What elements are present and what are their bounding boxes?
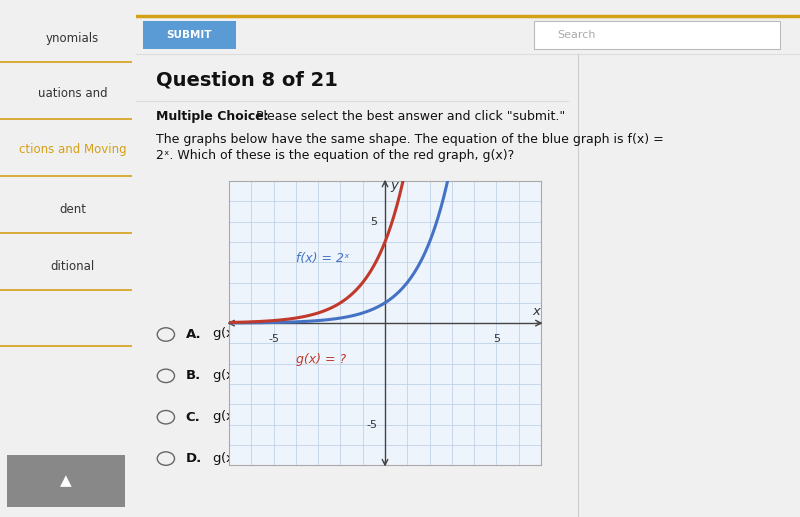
Bar	[6, 455, 126, 507]
Text: y: y	[390, 178, 398, 191]
Text: g(x) = ?: g(x) = ?	[296, 353, 346, 366]
Text: The graphs below have the same shape. The equation of the blue graph is f(x) =: The graphs below have the same shape. Th…	[156, 133, 664, 146]
Text: ▲: ▲	[60, 473, 72, 489]
Text: ynomials: ynomials	[46, 32, 99, 45]
Text: g(x) = 2$^x$ + 2: g(x) = 2$^x$ + 2	[212, 368, 302, 384]
Text: ctions and Moving: ctions and Moving	[18, 143, 126, 157]
Text: g(x) = 2$^{x + 2}$: g(x) = 2$^{x + 2}$	[212, 407, 291, 427]
Text: f(x) = 2ˣ: f(x) = 2ˣ	[296, 252, 350, 265]
Text: Multiple Choice:: Multiple Choice:	[156, 110, 269, 123]
Bar	[534, 21, 780, 49]
Text: Please select the best answer and click "submit.": Please select the best answer and click …	[252, 110, 566, 123]
Text: x: x	[533, 306, 541, 318]
Text: Search: Search	[558, 30, 596, 40]
Text: ditional: ditional	[50, 260, 94, 273]
Text: B.: B.	[186, 369, 201, 383]
Text: 2ˣ. Which of these is the equation of the red graph, g(x)?: 2ˣ. Which of these is the equation of th…	[156, 148, 514, 162]
Text: 5: 5	[493, 334, 500, 344]
Text: uations and: uations and	[38, 86, 107, 100]
Text: dent: dent	[59, 203, 86, 216]
Text: A.: A.	[186, 328, 202, 341]
Text: g(x) = 2$^{x - 2}$: g(x) = 2$^{x - 2}$	[212, 325, 291, 344]
Text: Question 8 of 21: Question 8 of 21	[156, 71, 338, 89]
Bar	[142, 21, 235, 49]
Text: -5: -5	[268, 334, 279, 344]
Text: C.: C.	[186, 410, 201, 424]
Text: g(x) = 2$^x$ \u2212 2: g(x) = 2$^x$ \u2212 2	[212, 450, 337, 467]
Text: D.: D.	[186, 452, 202, 465]
Text: -5: -5	[366, 420, 377, 430]
Text: 5: 5	[370, 217, 377, 226]
Text: SUBMIT: SUBMIT	[166, 30, 212, 40]
